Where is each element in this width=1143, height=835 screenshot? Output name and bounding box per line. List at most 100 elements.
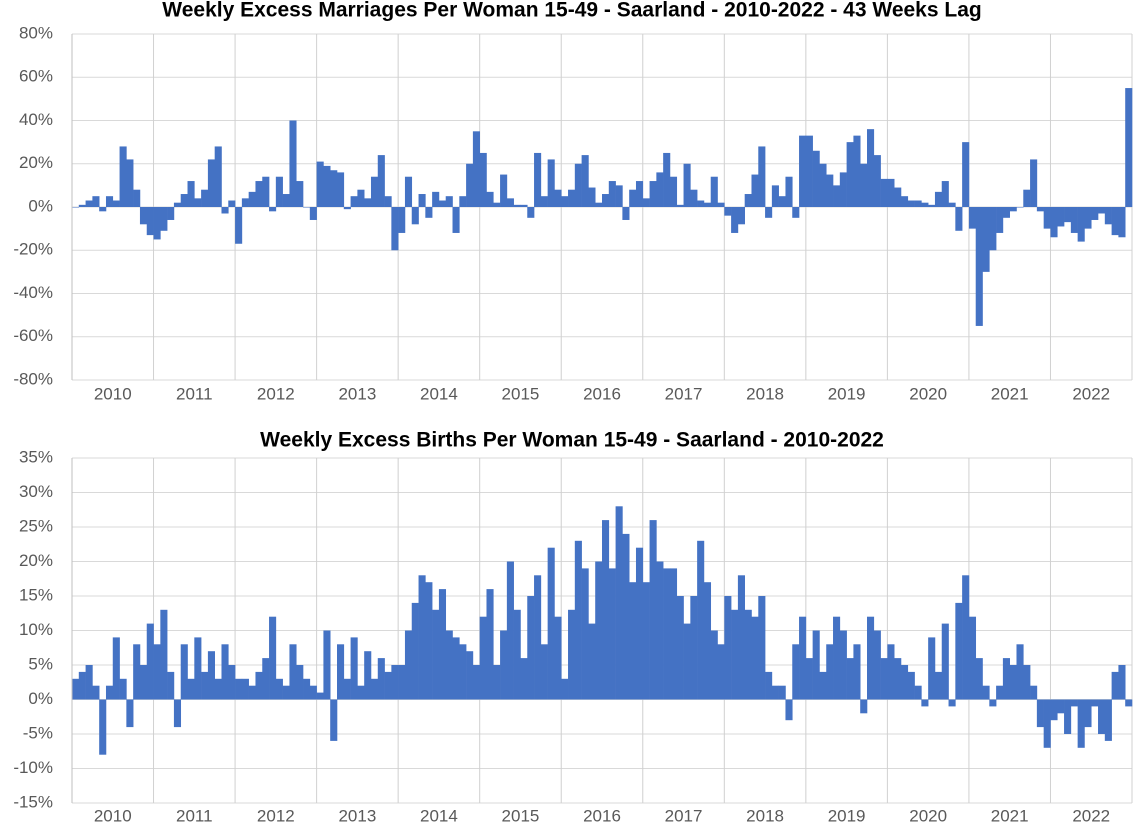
bar	[228, 200, 236, 207]
bar	[153, 207, 161, 240]
bar	[180, 194, 188, 207]
bar	[649, 181, 657, 207]
bar	[962, 575, 970, 700]
bar	[228, 665, 236, 700]
bar	[873, 155, 881, 207]
bar	[139, 665, 148, 700]
bar	[975, 658, 983, 700]
bar	[1104, 699, 1112, 741]
bar	[819, 163, 827, 207]
bar	[683, 163, 691, 207]
bar	[894, 187, 902, 207]
bar	[520, 658, 528, 700]
bar	[139, 207, 148, 225]
bar	[105, 196, 114, 207]
bar	[540, 196, 548, 207]
bar	[880, 178, 888, 207]
bar	[235, 207, 243, 244]
y-tick-label: 80%	[19, 23, 53, 42]
chart-title: Weekly Excess Births Per Woman 15-49 - S…	[260, 429, 884, 452]
bar	[839, 630, 847, 700]
bar	[1077, 699, 1085, 748]
bar	[581, 568, 589, 700]
bar	[160, 609, 168, 700]
bar	[928, 204, 936, 207]
bar	[608, 181, 616, 207]
bar	[201, 189, 209, 207]
bar	[112, 637, 120, 700]
bar	[479, 152, 487, 207]
bar	[1070, 699, 1078, 707]
bar	[907, 671, 915, 700]
x-tick-label: 2011	[176, 806, 213, 825]
bar	[269, 207, 277, 212]
bar	[799, 616, 807, 700]
bar	[411, 207, 419, 225]
bar	[649, 520, 657, 700]
bar	[527, 596, 535, 700]
bar	[778, 685, 786, 700]
bar	[78, 204, 86, 207]
x-tick-label: 2022	[1072, 806, 1110, 825]
bar	[296, 665, 304, 700]
bar	[948, 202, 956, 207]
bar	[534, 575, 542, 700]
bar	[568, 189, 576, 207]
bar	[703, 202, 712, 207]
bar	[309, 685, 317, 700]
x-tick-label: 2015	[502, 384, 540, 403]
chart-title: Weekly Excess Marriages Per Woman 15-49 …	[162, 0, 981, 22]
bar	[296, 181, 304, 207]
x-tick-label: 2010	[94, 806, 132, 825]
bar	[1111, 207, 1119, 236]
y-tick-label: 0%	[28, 689, 53, 708]
bar	[323, 630, 331, 700]
bar	[459, 644, 467, 700]
bar	[819, 671, 827, 700]
bar	[309, 207, 317, 220]
bar	[92, 196, 100, 207]
bar	[663, 152, 671, 207]
bar	[744, 609, 752, 700]
bar	[934, 671, 943, 700]
bar	[900, 196, 909, 207]
bar	[99, 699, 107, 755]
bar	[710, 176, 718, 207]
bar	[445, 630, 453, 700]
bar	[574, 540, 582, 700]
bar	[486, 191, 494, 207]
bar	[561, 678, 569, 700]
bar	[602, 520, 610, 700]
bar	[466, 163, 474, 207]
bar	[438, 589, 447, 700]
x-tick-label: 2014	[420, 806, 458, 825]
x-tick-label: 2022	[1072, 384, 1110, 403]
bar	[513, 204, 521, 207]
bar	[948, 699, 956, 707]
bar	[357, 685, 365, 700]
bar	[805, 135, 813, 207]
bar	[221, 644, 229, 700]
bar	[1091, 699, 1099, 707]
bar	[737, 575, 745, 700]
x-tick-label: 2011	[176, 384, 213, 403]
bar	[812, 630, 820, 700]
bar	[133, 644, 141, 700]
bar	[500, 174, 508, 207]
bar	[391, 207, 399, 251]
bar	[438, 200, 447, 207]
bar	[622, 533, 630, 700]
bar	[907, 200, 915, 207]
bar	[506, 561, 514, 700]
bar	[1064, 699, 1072, 734]
bar	[934, 191, 943, 207]
bar	[404, 630, 413, 700]
bar	[275, 176, 283, 207]
x-tick-label: 2021	[991, 384, 1029, 403]
bar	[900, 665, 909, 700]
bar	[364, 198, 372, 207]
x-tick-label: 2019	[828, 806, 866, 825]
bar	[663, 568, 671, 700]
x-tick-label: 2020	[909, 384, 947, 403]
